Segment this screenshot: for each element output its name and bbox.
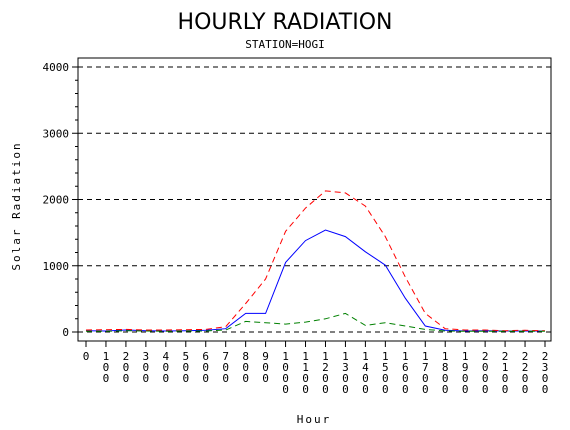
- x-axis-ticks: 0 1 0 0 2 0 0 3 0 0 4 0 0 5 0 0 6 0 0 7 0 0 8 0 0 9 0 0 1 0 0 0 1 1 0 0 1 2 0 0…: [83, 341, 549, 396]
- x-tick-label: 0: [83, 350, 90, 363]
- y-tick-label: 4000: [43, 61, 70, 74]
- chart-subtitle: STATION=HOGI: [245, 38, 324, 51]
- y-tick-label: 1000: [43, 260, 70, 273]
- y-tick-label: 0: [62, 326, 69, 339]
- series-line: [85, 229, 545, 332]
- y-tick-label: 3000: [43, 127, 70, 140]
- y-tick-label: 2000: [43, 194, 70, 207]
- plot-frame: [77, 57, 552, 342]
- series-line: [85, 190, 546, 332]
- series-lines: [85, 190, 546, 332]
- gridlines: [78, 66, 551, 333]
- series-line: [86, 312, 545, 332]
- x-axis-label: Hour: [297, 413, 332, 426]
- y-axis-ticks: 0 1000 2000 3000 4000: [43, 61, 78, 339]
- chart-title: HOURLY RADIATION: [178, 10, 393, 35]
- y-axis-label: Solar Radiation: [10, 141, 23, 270]
